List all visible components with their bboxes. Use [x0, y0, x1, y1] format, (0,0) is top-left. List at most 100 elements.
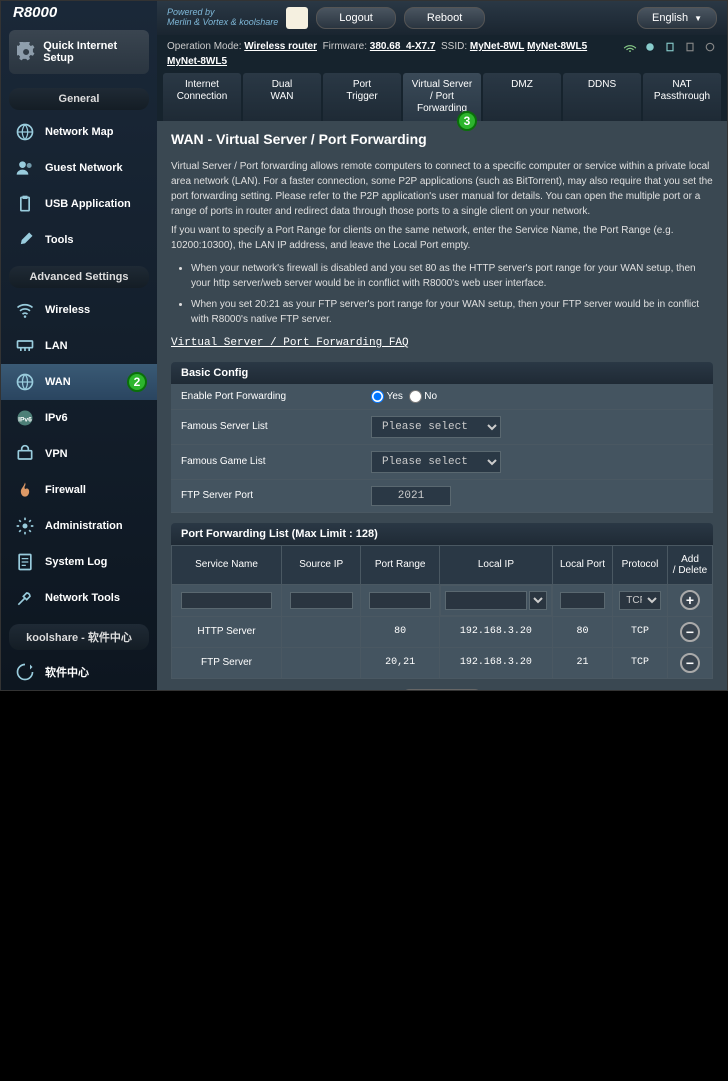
delete-button[interactable]: −: [680, 653, 700, 673]
sidebar-item-label: IPv6: [45, 412, 68, 424]
firmware-link[interactable]: 380.68_4-X7.7: [370, 41, 436, 52]
port-range-input[interactable]: [369, 592, 431, 609]
sidebar-item-label: Network Map: [45, 126, 113, 138]
gear-icon: [17, 42, 35, 62]
svg-text:IPv6: IPv6: [18, 416, 32, 423]
wireless-icon: [15, 300, 35, 320]
sidebar-item-label: WAN: [45, 376, 71, 388]
sidebar-item-label: Wireless: [45, 304, 90, 316]
sidebar-item-guest-network[interactable]: Guest Network: [1, 150, 157, 186]
tab-dmz[interactable]: DMZ: [483, 73, 561, 121]
ssid1-link[interactable]: MyNet-8WL: [470, 41, 524, 52]
col-2: Port Range: [361, 545, 439, 584]
col-0: Service Name: [172, 545, 282, 584]
ftp-port-input[interactable]: [371, 486, 451, 506]
logout-button[interactable]: Logout: [316, 7, 396, 29]
tab-internet-connection[interactable]: InternetConnection: [163, 73, 241, 121]
administration-icon: [15, 516, 35, 536]
general-header: General: [9, 88, 149, 110]
wifi-icon: [623, 41, 637, 53]
sidebar-item-label: Guest Network: [45, 162, 123, 174]
network-map-icon: [15, 122, 35, 142]
usb2-icon: [683, 41, 697, 53]
tools-icon: [15, 230, 35, 250]
guest-network-icon: [15, 158, 35, 178]
sidebar-item-administration[interactable]: Administration: [1, 508, 157, 544]
advanced-header: Advanced Settings: [9, 266, 149, 288]
tab-dual-wan[interactable]: DualWAN: [243, 73, 321, 121]
table-row: FTP Server20,21192.168.3.2021TCP−: [172, 647, 713, 678]
delete-button[interactable]: −: [680, 622, 700, 642]
enable-yes[interactable]: Yes: [371, 391, 403, 402]
op-mode-link[interactable]: Wireless router: [244, 41, 317, 52]
language-select[interactable]: English: [637, 7, 717, 29]
powered-by: Powered byMerlin & Vortex & koolshare: [167, 8, 278, 28]
sidebar-item-soft-center[interactable]: 软件中心: [1, 654, 157, 690]
network-tools-icon: [15, 588, 35, 608]
sidebar-item-ipv6[interactable]: IPv6 IPv6: [1, 400, 157, 436]
quick-internet-setup[interactable]: Quick Internet Setup: [9, 30, 149, 74]
sidebar-item-label: Network Tools: [45, 592, 120, 604]
sidebar-item-wireless[interactable]: Wireless: [1, 292, 157, 328]
koolshare-header: koolshare - 软件中心: [9, 624, 149, 650]
firewall-icon: [15, 480, 35, 500]
ssid3-link[interactable]: MyNet-8WL5: [167, 56, 227, 67]
sidebar-item-lan[interactable]: LAN: [1, 328, 157, 364]
status-icons: [623, 39, 717, 53]
enable-pf-label: Enable Port Forwarding: [181, 391, 371, 402]
src-ip-input[interactable]: [290, 592, 353, 609]
reset-icon: [703, 41, 717, 53]
sidebar-item-system-log[interactable]: System Log: [1, 544, 157, 580]
faq-link[interactable]: Virtual Server / Port Forwarding FAQ: [171, 337, 409, 349]
usb-application-icon: [15, 194, 35, 214]
tab-nat-passthrough[interactable]: NATPassthrough: [643, 73, 721, 121]
vpn-icon: [15, 444, 35, 464]
wan-icon: [15, 372, 35, 392]
ssid2-link[interactable]: MyNet-8WL5: [527, 41, 587, 52]
sidebar-item-label: Administration: [45, 520, 123, 532]
ftp-port-label: FTP Server Port: [181, 490, 371, 501]
sidebar-item-tools[interactable]: Tools: [1, 222, 157, 258]
basic-config-title: Basic Config: [171, 362, 713, 384]
sidebar-item-wan[interactable]: WAN 2: [1, 364, 157, 400]
col-6: Add/ Delete: [668, 545, 713, 584]
add-button[interactable]: +: [680, 590, 700, 610]
local-ip-dropdown[interactable]: [529, 591, 547, 610]
svc-name-input[interactable]: [181, 592, 272, 609]
sidebar-item-label: LAN: [45, 340, 68, 352]
description: Virtual Server / Port forwarding allows …: [171, 159, 713, 352]
famous-server-select[interactable]: Please select: [371, 416, 501, 438]
tab-port-trigger[interactable]: PortTrigger: [323, 73, 401, 121]
system-log-icon: [15, 552, 35, 572]
sidebar-item-vpn[interactable]: VPN: [1, 436, 157, 472]
sidebar-item-label: USB Application: [45, 198, 131, 210]
enable-no[interactable]: No: [409, 391, 438, 402]
local-port-input[interactable]: [560, 592, 606, 609]
protocol-select[interactable]: TCP: [619, 591, 660, 610]
col-3: Local IP: [439, 545, 552, 584]
sidebar-item-network-tools[interactable]: Network Tools: [1, 580, 157, 616]
sidebar-item-firewall[interactable]: Firewall: [1, 472, 157, 508]
sidebar-item-label: Tools: [45, 234, 74, 246]
ipv6-icon: IPv6: [15, 408, 35, 428]
local-ip-input[interactable]: [445, 591, 527, 610]
quick-setup-label: Quick Internet Setup: [43, 40, 141, 64]
table-row: HTTP Server80192.168.3.2080TCP−: [172, 616, 713, 647]
sidebar-item-label: VPN: [45, 448, 68, 460]
info-text: Operation Mode: Wireless router Firmware…: [167, 39, 587, 69]
col-1: Source IP: [282, 545, 361, 584]
badge-badge2: 2: [127, 372, 147, 392]
famous-game-select[interactable]: Please select: [371, 451, 501, 473]
tab-virtual-server-port-forwarding[interactable]: Virtual Server/ PortForwarding3: [403, 73, 481, 121]
apply-button[interactable]: Apply: [400, 689, 485, 691]
reboot-button[interactable]: Reboot: [404, 7, 485, 29]
tab-ddns[interactable]: DDNS: [563, 73, 641, 121]
sidebar-item-label: Firewall: [45, 484, 86, 496]
famous-game-label: Famous Game List: [181, 456, 371, 467]
famous-server-label: Famous Server List: [181, 421, 371, 432]
sidebar-item-usb-application[interactable]: USB Application: [1, 186, 157, 222]
col-5: Protocol: [613, 545, 668, 584]
pf-list-title: Port Forwarding List (Max Limit : 128): [171, 523, 713, 545]
sidebar-item-network-map[interactable]: Network Map: [1, 114, 157, 150]
usb-icon: [663, 41, 677, 53]
